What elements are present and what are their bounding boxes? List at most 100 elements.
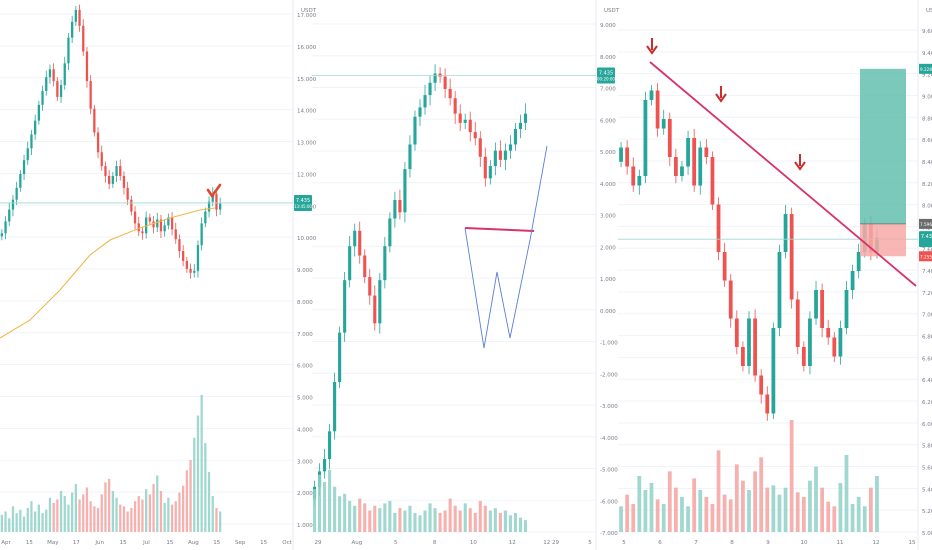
down-arrow-head [646, 45, 658, 55]
x-tick-label: Oct [282, 540, 292, 546]
volume-bar [0, 514, 3, 532]
volume-bar [353, 505, 357, 532]
y-tick-label: 5.800 [922, 444, 932, 450]
down-arrow-head [794, 161, 806, 171]
volume-bar [343, 493, 347, 532]
volume-bar [45, 509, 48, 532]
volume-bar [34, 511, 37, 532]
candle-body [167, 217, 170, 226]
volume-bar [63, 496, 66, 532]
y-tick-label: 6.000 [297, 364, 313, 370]
volume-bar [728, 499, 733, 532]
x-tick-label: 15 [26, 540, 33, 546]
candle-body [219, 203, 222, 210]
y-tick-label: 10.000 [297, 236, 317, 242]
candle-body [204, 211, 207, 224]
volume-bar [211, 496, 214, 532]
entry-price-tag-bg [919, 218, 932, 229]
loss-zone [860, 223, 906, 257]
candle-body [408, 144, 412, 170]
volume-bar [518, 517, 523, 532]
volume-bar [388, 501, 392, 532]
volume-bar [126, 511, 129, 532]
y-tick-label: 7.000 [600, 87, 616, 93]
volume-bar [59, 490, 63, 532]
candle-body [398, 199, 402, 213]
last-price-tag: 7.435 [919, 231, 932, 248]
candle-body [625, 147, 630, 167]
x-tick-label: 15 [166, 540, 173, 546]
volume-bar [692, 478, 697, 532]
y-tick-label: 9.600 [922, 29, 932, 35]
y-tick-label: -7.000 [600, 531, 618, 537]
candle-body [207, 201, 211, 212]
candle-body [771, 328, 776, 414]
candle-body [637, 176, 642, 186]
candle-body [704, 147, 709, 157]
candle-body [338, 332, 342, 382]
volume-bar [104, 482, 107, 532]
x-tick-label: 15 [120, 540, 127, 546]
volume-bar [137, 496, 140, 532]
y-tick-label: 5.000 [600, 150, 616, 156]
x-tick-label: Aug [188, 540, 199, 546]
volume-bar [193, 437, 196, 532]
candle-body [26, 148, 29, 161]
y-tick-label: 7.400 [922, 269, 932, 275]
candle-body [777, 252, 782, 328]
volume-bar [37, 504, 40, 532]
x-tick-label: 12 [509, 540, 516, 546]
volume-bar [328, 470, 332, 532]
volume-bar [680, 497, 684, 532]
candle-body [67, 37, 70, 64]
y-tick-label: 7.000 [922, 313, 932, 319]
candle-body [747, 318, 751, 366]
candle-body [15, 187, 18, 200]
check-mark-icon [206, 183, 222, 199]
candle-body [11, 199, 15, 210]
x-tick-label: 5 [588, 540, 592, 546]
entry-price-tag: 7.596 [919, 218, 932, 229]
volume-bar [698, 490, 703, 532]
candle-body [418, 107, 422, 117]
x-tick-label: 15 [260, 540, 267, 546]
candle-body [795, 299, 800, 347]
volume-bar [716, 450, 721, 532]
candle-body [428, 82, 432, 96]
candle-body [686, 138, 690, 167]
x-tick-label: 10 [801, 540, 808, 546]
volume-bar [820, 487, 825, 532]
candle-body [178, 239, 181, 252]
candle-body [133, 211, 137, 224]
volume-bar [673, 487, 678, 532]
candle-body [453, 98, 457, 114]
volume-bar [363, 503, 367, 532]
w-pattern-projection [464, 145, 548, 349]
last-price-value: 7.435 [296, 198, 310, 204]
volume-bar [312, 489, 317, 532]
volume-bar [783, 487, 788, 532]
candle-body [789, 214, 794, 300]
volume-bar [130, 508, 133, 532]
volume-bar [765, 487, 770, 532]
candle-body [649, 90, 654, 100]
down-arrow-icon [646, 38, 658, 55]
y-tick-label: 2.000 [600, 245, 616, 251]
volume-bar [625, 494, 630, 532]
volume-bar [170, 504, 174, 532]
volume-bar [808, 480, 812, 532]
candle-body [458, 113, 462, 123]
volume-bar [338, 496, 342, 532]
candle-body [448, 88, 452, 99]
candle-body [56, 81, 59, 97]
y-tick-label: 6.600 [922, 356, 932, 362]
volume-bar [15, 513, 18, 532]
candle-body [513, 129, 517, 145]
candle-body [74, 9, 77, 22]
volume-bar [771, 485, 776, 532]
last-price-time: 13:45:00 [294, 204, 312, 209]
volume-bar [378, 508, 382, 532]
volume-bar [317, 474, 322, 532]
volume-bar [189, 460, 192, 532]
volume-bar [649, 483, 654, 532]
